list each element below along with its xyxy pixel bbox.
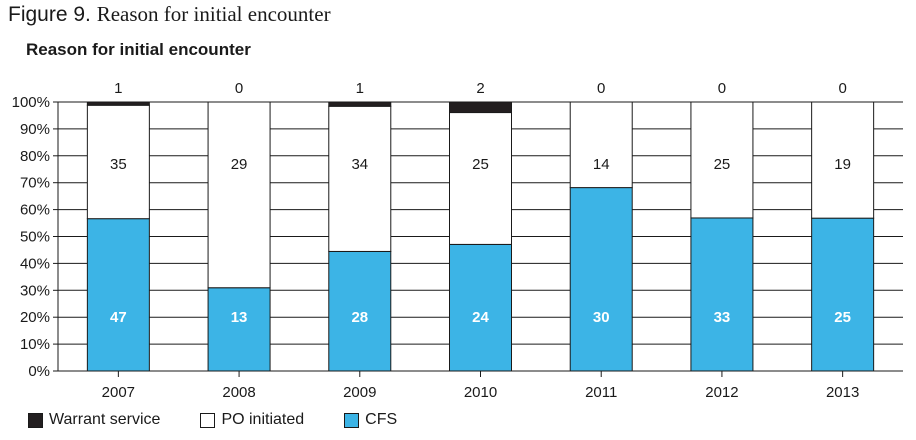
bar-cfs-2013	[811, 217, 875, 372]
x-tick-label-2011: 2011	[585, 384, 617, 401]
y-tick-label: 80%	[20, 148, 50, 165]
legend-swatch-cfs	[344, 412, 360, 428]
y-tick-label: 0%	[28, 363, 50, 380]
bar-po-initiated-2013	[811, 101, 875, 219]
data-label-po-initiated-2008: 29	[231, 156, 248, 173]
legend-label-po-initiated: PO initiated	[221, 411, 305, 428]
x-tick-label-2010: 2010	[464, 384, 497, 401]
data-label-cfs-2007: 47	[110, 309, 127, 326]
stacked-bar-chart: 0%10%20%30%40%50%60%70%80%90%100%4735120…	[12, 80, 903, 401]
bar-warrant-service-2010	[449, 101, 512, 114]
y-tick-label: 90%	[20, 121, 50, 138]
legend: Warrant service PO initiated CFS	[28, 409, 437, 431]
chart-title: Reason for initial encounter	[26, 40, 251, 59]
data-label-po-initiated-2012: 25	[714, 156, 731, 173]
data-label-po-initiated-2009: 34	[351, 156, 368, 173]
bar-po-initiated-2012	[690, 101, 754, 219]
data-label-warrant-service-2011: 0	[597, 80, 605, 97]
y-tick-label: 30%	[20, 282, 50, 299]
bar-po-initiated-2009	[328, 105, 392, 252]
legend-swatch-po-initiated	[200, 412, 216, 428]
data-label-po-initiated-2007: 35	[110, 156, 127, 173]
y-tick-label: 10%	[20, 336, 50, 353]
x-tick-label-2013: 2013	[826, 384, 859, 401]
data-label-warrant-service-2008: 0	[235, 80, 243, 97]
data-label-po-initiated-2011: 14	[593, 156, 610, 173]
data-label-cfs-2008: 13	[231, 309, 248, 326]
figure-title: Figure 9. Reason for initial encounter	[8, 2, 331, 27]
bar-po-initiated-2008	[207, 101, 271, 289]
data-label-po-initiated-2010: 25	[472, 156, 489, 173]
y-tick-label: 20%	[20, 309, 50, 326]
data-label-warrant-service-2010: 2	[476, 80, 484, 97]
bar-po-initiated-2011	[569, 101, 633, 189]
x-tick-label-2008: 2008	[222, 384, 255, 401]
data-label-po-initiated-2013: 19	[834, 156, 851, 173]
y-tick-label: 40%	[20, 255, 50, 272]
data-label-cfs-2009: 28	[351, 309, 368, 326]
bar-po-initiated-2007	[86, 104, 150, 220]
y-tick-label: 70%	[20, 175, 50, 192]
legend-swatch-warrant-service	[28, 412, 43, 428]
x-tick-label-2012: 2012	[705, 384, 738, 401]
bar-warrant-service-2007	[86, 101, 150, 106]
y-tick-label: 60%	[20, 202, 50, 219]
data-label-warrant-service-2013: 0	[838, 80, 846, 97]
bar-cfs-2012	[690, 217, 754, 372]
bar-po-initiated-2010	[449, 112, 512, 245]
bar-warrant-service-2009	[328, 101, 392, 107]
data-label-cfs-2011: 30	[593, 309, 610, 326]
data-label-cfs-2012: 33	[714, 309, 731, 326]
bar-cfs-2008	[207, 287, 271, 372]
legend-item-warrant-service: Warrant service	[28, 411, 160, 429]
legend-label-cfs: CFS	[365, 411, 398, 428]
legend-label-warrant-service: Warrant service	[49, 411, 161, 428]
bar-cfs-2007	[86, 218, 150, 372]
data-label-warrant-service-2012: 0	[718, 80, 726, 97]
data-label-warrant-service-2007: 1	[114, 80, 122, 97]
figure-label: Figure 9.	[8, 3, 91, 26]
data-label-warrant-service-2009: 1	[356, 80, 364, 97]
legend-item-po-initiated: PO initiated	[200, 411, 304, 429]
legend-item-cfs: CFS	[344, 411, 397, 429]
bar-cfs-2010	[449, 243, 512, 372]
y-tick-label: 50%	[20, 229, 50, 246]
x-tick-label-2009: 2009	[343, 384, 376, 401]
data-label-cfs-2013: 25	[834, 309, 851, 326]
figure-title-text: Reason for initial encounter	[96, 2, 331, 26]
x-tick-label-2007: 2007	[102, 384, 135, 401]
bar-cfs-2011	[569, 187, 633, 372]
data-label-cfs-2010: 24	[472, 309, 489, 326]
y-tick-label: 100%	[12, 94, 50, 111]
